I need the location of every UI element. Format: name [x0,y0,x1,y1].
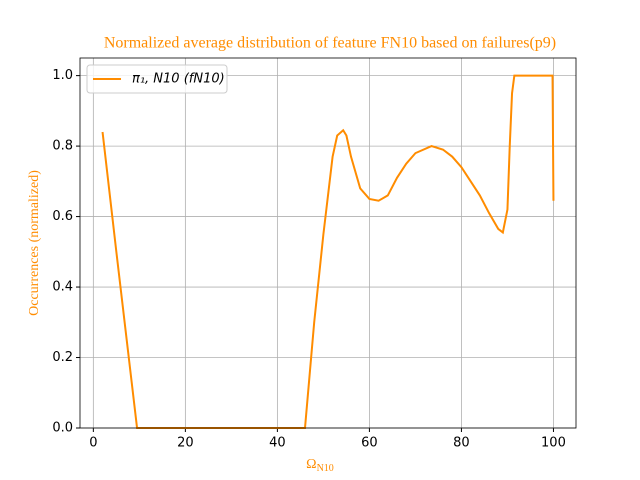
legend-label: π₁, N10 (fN10) [132,72,225,87]
x-tick-label: 0 [89,436,97,451]
x-tick-label: 40 [269,436,286,451]
legend-box [86,64,228,94]
x-tick-label: 100 [541,436,566,451]
y-tick-label: 0.2 [52,350,73,365]
x-label-base: Ω [306,457,316,472]
y-tick-label: 0.0 [52,421,73,436]
y-tick-label: 1.0 [52,68,73,83]
y-tick-label: 0.4 [52,280,73,295]
y-axis-label: Occurrences (normalized) [27,170,42,316]
x-tick-label: 80 [453,436,470,451]
x-tick-label: 20 [177,436,194,451]
x-axis-label: ΩN10 [306,457,334,474]
y-tick-label: 0.8 [52,139,73,154]
y-tick-label: 0.6 [52,209,73,224]
x-tick-label: 60 [361,436,378,451]
legend: π₁, N10 (fN10) [86,64,228,94]
plot-frame [79,57,577,429]
chart-title: Normalized average distribution of featu… [104,35,556,52]
x-label-sub: N10 [317,463,334,474]
